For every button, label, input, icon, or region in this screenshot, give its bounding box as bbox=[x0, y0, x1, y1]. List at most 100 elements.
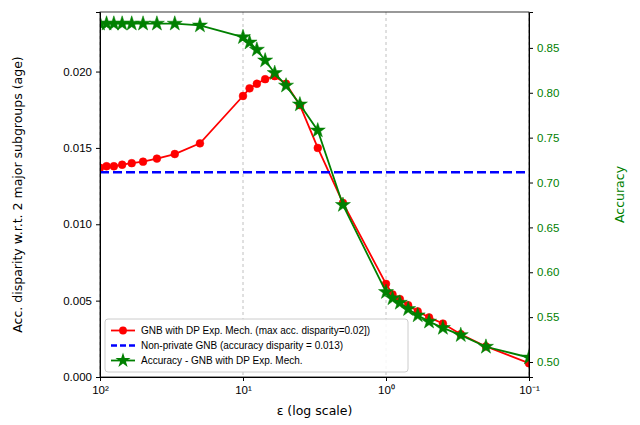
tick: 0.50 bbox=[529, 356, 559, 368]
tick-mark bbox=[529, 138, 533, 139]
tick-mark bbox=[243, 377, 244, 381]
tick-mark bbox=[96, 72, 100, 73]
series-marker bbox=[478, 339, 493, 353]
tick-mark bbox=[529, 227, 533, 228]
series-marker bbox=[167, 16, 182, 30]
series-marker bbox=[246, 84, 254, 92]
grid bbox=[100, 12, 529, 377]
tick-label: 0.005 bbox=[63, 295, 92, 307]
series-marker bbox=[171, 150, 179, 158]
tick: 10⁻¹ bbox=[519, 377, 540, 396]
x-axis-title: ε (log scale) bbox=[277, 403, 353, 418]
series-marker bbox=[261, 75, 269, 83]
tick: 0.55 bbox=[529, 311, 559, 323]
series-marker bbox=[136, 16, 151, 30]
tick-label: 0.010 bbox=[63, 218, 92, 230]
series-marker bbox=[521, 350, 529, 364]
legend-label: GNB with DP Exp. Mech. (max acc. dispari… bbox=[141, 325, 370, 336]
axis: 0.50 0.55 0.60 0.65 0.70 0.75 0.80 0.85 bbox=[529, 13, 559, 378]
legend-marker bbox=[119, 327, 127, 335]
series-marker bbox=[110, 162, 118, 170]
tick: 0.020 bbox=[63, 66, 100, 78]
tick: 0.85 bbox=[529, 42, 559, 54]
tick-mark bbox=[96, 224, 100, 225]
series-marker bbox=[192, 18, 207, 32]
tick-mark bbox=[529, 183, 533, 184]
tick-mark bbox=[529, 48, 533, 49]
tick: 0.70 bbox=[529, 177, 559, 189]
axis-line bbox=[101, 378, 530, 382]
plot-area bbox=[100, 16, 529, 367]
tick: 0.75 bbox=[529, 132, 559, 144]
tick-label: 0.65 bbox=[537, 222, 559, 234]
tick-mark bbox=[529, 362, 533, 363]
tick-mark bbox=[529, 317, 533, 318]
legend: GNB with DP Exp. Mech. (max acc. dispari… bbox=[105, 319, 408, 372]
series-marker bbox=[196, 139, 204, 147]
series-marker bbox=[453, 327, 468, 341]
tick-label: 0.50 bbox=[537, 356, 559, 368]
series-line bbox=[100, 24, 529, 358]
series-marker bbox=[422, 314, 437, 328]
tick-label: 10⁻¹ bbox=[519, 384, 540, 396]
tick-label: 10² bbox=[92, 384, 109, 396]
tick-label: 10⁰ bbox=[378, 384, 395, 396]
plot-frame bbox=[100, 12, 529, 377]
series-marker bbox=[239, 92, 247, 100]
legend-label: Non-private GNB (accuracy disparity = 0.… bbox=[141, 340, 343, 351]
tick: 0.60 bbox=[529, 266, 559, 278]
tick: 0.005 bbox=[63, 295, 100, 307]
tick-label: 0.80 bbox=[537, 87, 559, 99]
legend-marker bbox=[115, 353, 130, 367]
series-marker bbox=[292, 97, 307, 111]
tick-label: 0.55 bbox=[537, 311, 559, 323]
series-marker bbox=[128, 159, 136, 167]
series-marker bbox=[258, 53, 273, 67]
tick: 0.80 bbox=[529, 87, 559, 99]
tick: 0.000 bbox=[63, 371, 100, 383]
tick: 0.65 bbox=[529, 222, 559, 234]
y2-axis-title: Accuracy bbox=[612, 165, 627, 223]
tick-mark bbox=[96, 301, 100, 302]
legend-label: Accuracy - GNB with DP Exp. Mech. bbox=[141, 355, 303, 366]
series-marker bbox=[279, 78, 294, 92]
tick: 10² bbox=[92, 377, 109, 396]
tick-label: 0.70 bbox=[537, 177, 559, 189]
axis: 0.000 0.005 0.010 0.015 0.020 bbox=[63, 13, 100, 384]
tick-mark bbox=[96, 377, 100, 378]
tick: 10¹ bbox=[235, 377, 252, 396]
series-marker bbox=[435, 320, 450, 334]
tick-label: 0.000 bbox=[63, 371, 92, 383]
tick-label: 0.75 bbox=[537, 132, 559, 144]
series-marker bbox=[153, 155, 161, 163]
tick: 0.015 bbox=[63, 142, 100, 154]
tick-mark bbox=[529, 93, 533, 94]
series-marker bbox=[124, 16, 139, 30]
tick-label: 0.60 bbox=[537, 266, 559, 278]
series-marker bbox=[249, 42, 264, 56]
series-marker bbox=[253, 80, 261, 88]
series-marker bbox=[335, 197, 350, 211]
series-marker bbox=[314, 144, 322, 152]
axis-line bbox=[96, 13, 101, 378]
series-marker bbox=[310, 123, 325, 137]
series-line bbox=[100, 171, 529, 174]
series-marker bbox=[267, 65, 282, 79]
legend-box bbox=[105, 319, 408, 372]
chart: 10²10¹10⁰10⁻¹0.0000.0050.0100.0150.0200.… bbox=[0, 0, 640, 425]
tick-label: 0.020 bbox=[63, 66, 92, 78]
axis-line bbox=[530, 13, 534, 378]
series-marker bbox=[103, 162, 111, 170]
tick: 0.010 bbox=[63, 218, 100, 230]
series-marker bbox=[139, 158, 147, 166]
y-axis-title: Acc. disparity w.r.t. 2 major subgroups … bbox=[10, 56, 25, 332]
tick-label: 10¹ bbox=[235, 384, 252, 396]
series-marker bbox=[149, 16, 164, 30]
tick-mark bbox=[529, 272, 533, 273]
tick-mark bbox=[96, 148, 100, 149]
tick-label: 0.015 bbox=[63, 142, 92, 154]
tick: 10⁰ bbox=[378, 377, 395, 396]
axis: 10² 10¹ 10⁰ 10⁻¹ bbox=[92, 377, 540, 396]
series-marker bbox=[242, 35, 257, 49]
tick-label: 0.85 bbox=[537, 42, 559, 54]
